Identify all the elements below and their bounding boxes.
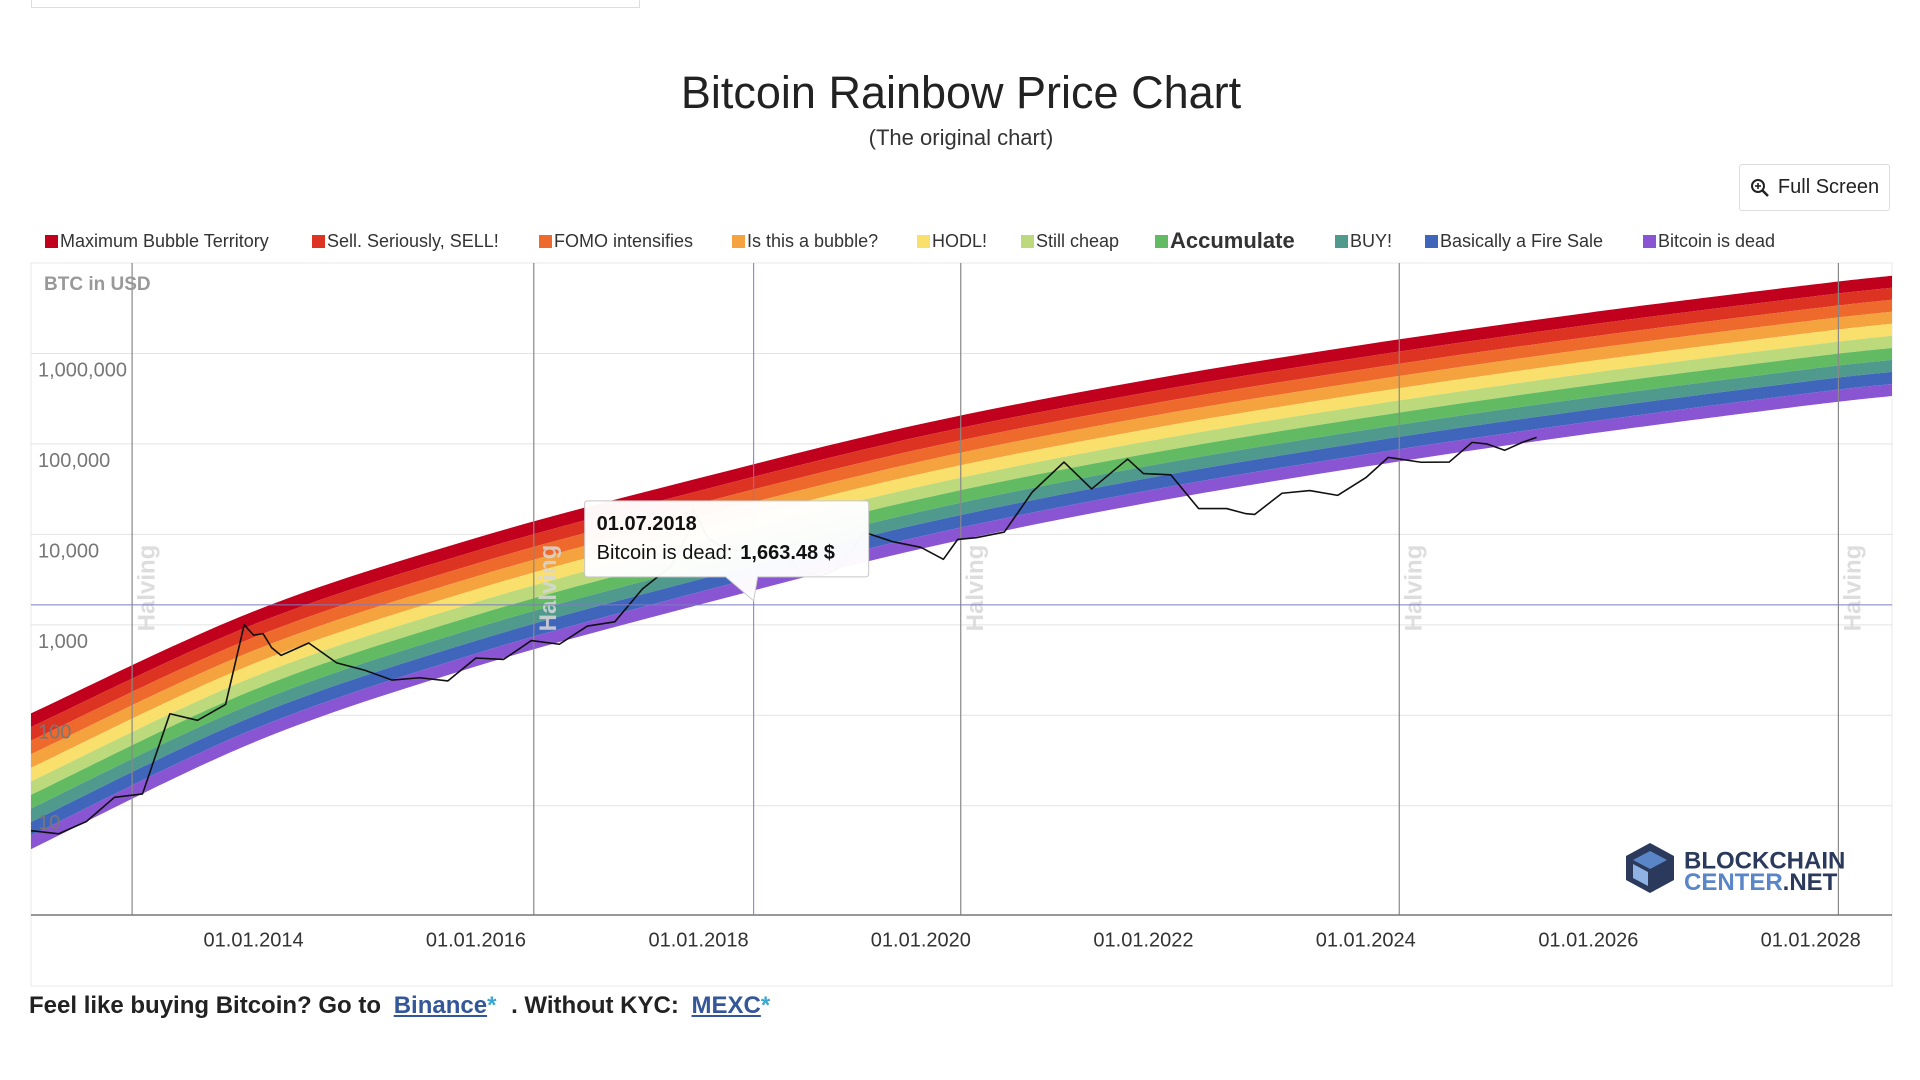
logo-line2: CENTER.NET — [1684, 869, 1838, 896]
logo-line1: BLOCKCHAIN — [1684, 847, 1845, 874]
zoom-icon — [1750, 178, 1769, 197]
x-tick-label: 01.01.2020 — [871, 929, 971, 951]
tooltip-value: 1,663.48 $ — [740, 542, 835, 564]
x-tick-label: 01.01.2014 — [204, 929, 304, 951]
footer-text: Feel like buying Bitcoin? Go to — [29, 992, 382, 1019]
legend-item[interactable]: Maximum Bubble Territory — [60, 231, 269, 251]
logo-cube-top — [1633, 851, 1667, 869]
button-label: Full Screen — [1777, 176, 1880, 198]
legend-swatch — [1643, 235, 1656, 248]
legend-item[interactable]: FOMO intensifies — [554, 231, 693, 251]
chart-title: Bitcoin Rainbow Price Chart — [681, 67, 1242, 118]
legend-swatch — [45, 235, 58, 248]
legend-item[interactable]: Basically a Fire Sale — [1440, 231, 1603, 251]
footer: Feel like buying Bitcoin? Go to Binance*… — [29, 992, 778, 1020]
legend-item[interactable]: Sell. Seriously, SELL! — [327, 231, 499, 251]
tooltip-date: 01.07.2018 — [597, 513, 697, 535]
footer-star: * — [760, 992, 771, 1019]
legend-swatch — [312, 235, 325, 248]
tooltip-line: Bitcoin is dead: 1,663.48 $ — [597, 542, 835, 564]
halving-label: Halving — [1401, 545, 1428, 632]
legend-item[interactable]: Is this a bubble? — [747, 231, 878, 251]
legend-swatch — [539, 235, 552, 248]
legend-swatch — [1155, 235, 1168, 248]
footer-star: * — [487, 992, 497, 1019]
x-tick-label: 01.01.2024 — [1316, 929, 1416, 951]
y-tick-label: 100 — [38, 722, 71, 744]
tooltip-group: 01.07.2018 Bitcoin is dead: 1,663.48 $ — [31, 263, 1892, 915]
legend-item[interactable]: Bitcoin is dead — [1658, 231, 1775, 251]
y-tick-label: 100,000 — [38, 450, 110, 472]
legend-swatch — [732, 235, 745, 248]
logo-cube-side — [1633, 864, 1648, 886]
legend-item[interactable]: BUY! — [1350, 231, 1392, 251]
halving-label: Halving — [962, 545, 989, 632]
icon-lens — [1750, 178, 1765, 193]
logo-net: .NET — [1783, 869, 1838, 896]
legend-swatch — [917, 235, 930, 248]
halvings: Halving Halving Halving Halving Halving — [131, 263, 1867, 915]
legend: Maximum Bubble Territory Sell. Seriously,… — [45, 228, 1775, 253]
binance-link[interactable]: Binance — [393, 992, 488, 1019]
full-screen-button[interactable]: Full Screen — [1739, 164, 1890, 211]
x-tick-label: 01.01.2016 — [426, 929, 526, 951]
axes: 1,000,000 100,000 10,000 1,000 100 10 BTC in U… — [31, 274, 1892, 951]
x-tick-label: 01.01.2018 — [648, 929, 748, 951]
chart-subtitle: (The original chart) — [869, 125, 1054, 150]
legend-swatch — [1425, 235, 1438, 248]
halving-label: Halving — [133, 545, 160, 632]
legend-item[interactable]: Still cheap — [1036, 231, 1119, 251]
icon-handle — [1761, 189, 1769, 197]
x-tick-label: 01.01.2028 — [1761, 929, 1861, 951]
y-axis-label: BTC in USD — [44, 274, 151, 295]
legend-item[interactable]: HODL! — [932, 231, 987, 251]
legend-swatch — [1335, 235, 1348, 248]
halving-label: Halving — [1840, 545, 1867, 632]
halving-label: Halving — [535, 545, 562, 632]
x-tick-label: 01.01.2026 — [1538, 929, 1638, 951]
search-box[interactable] — [31, 0, 640, 8]
y-tick-label: 10,000 — [38, 541, 99, 563]
tooltip-box — [584, 500, 870, 602]
legend-item[interactable]: Accumulate — [1170, 228, 1295, 253]
footer-text: . Without KYC: — [511, 992, 679, 1019]
legend-swatch — [1021, 235, 1034, 248]
x-tick-label: 01.01.2022 — [1093, 929, 1193, 951]
y-tick-label: 1,000 — [38, 631, 88, 653]
logo: BLOCKCHAIN CENTER.NET — [1626, 843, 1845, 896]
mexc-link[interactable]: MEXC — [691, 992, 761, 1019]
y-tick-label: 1,000,000 — [38, 360, 127, 382]
y-tick-label: 10 — [38, 812, 60, 834]
tooltip-series: Bitcoin is dead: — [597, 542, 733, 564]
logo-center: CENTER — [1684, 869, 1783, 896]
